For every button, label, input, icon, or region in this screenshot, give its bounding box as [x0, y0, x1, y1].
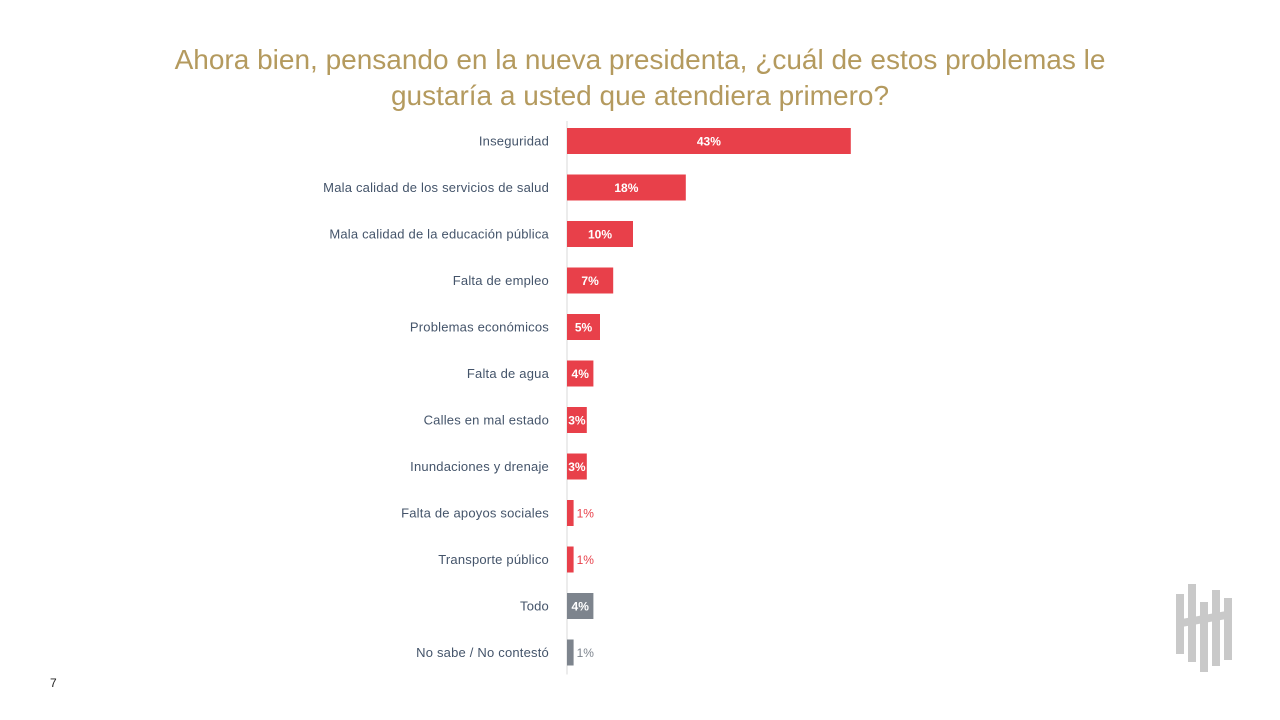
data-label: 3%	[568, 414, 586, 428]
data-label: 10%	[588, 228, 612, 242]
data-label: 7%	[581, 274, 599, 288]
bar	[567, 453, 587, 480]
bar	[567, 314, 600, 340]
category-label: No sabe / No contestó	[416, 645, 549, 660]
chart-title: Ahora bien, pensando en la nueva preside…	[140, 42, 1140, 114]
data-label: 1%	[577, 646, 595, 660]
category-label: Inseguridad	[479, 134, 549, 149]
data-label: 18%	[614, 181, 638, 195]
category-label: Falta de agua	[467, 366, 550, 381]
bar	[567, 360, 594, 387]
bar	[567, 407, 587, 433]
category-label: Calles en mal estado	[424, 413, 549, 428]
bar	[567, 174, 686, 201]
category-label: Mala calidad de la educación pública	[329, 227, 549, 242]
data-label: 43%	[697, 135, 721, 149]
category-label: Transporte público	[438, 552, 549, 567]
category-label: Falta de apoyos sociales	[401, 506, 549, 521]
bar	[567, 500, 574, 526]
brand-logo-icon	[1172, 580, 1236, 679]
category-label: Mala calidad de los servicios de salud	[323, 180, 549, 195]
category-label: Inundaciones y drenaje	[410, 459, 549, 474]
category-label: Problemas económicos	[410, 320, 549, 335]
category-label: Falta de empleo	[453, 273, 549, 288]
bar	[567, 546, 574, 573]
chart-title-line-1: Ahora bien, pensando en la nueva preside…	[174, 44, 1106, 75]
data-label: 3%	[568, 460, 586, 474]
bar	[567, 221, 633, 247]
bar	[567, 267, 614, 294]
chart-title-line-2: gustaría a usted que atendiera primero?	[390, 80, 890, 111]
data-label: 4%	[572, 367, 590, 381]
data-label: 1%	[577, 507, 595, 521]
data-label: 5%	[575, 321, 593, 335]
data-label: 4%	[572, 600, 590, 614]
category-label: Todo	[520, 599, 549, 614]
bar	[567, 128, 851, 154]
bar	[567, 639, 574, 666]
bar	[567, 593, 594, 619]
page-number: 7	[50, 676, 57, 690]
data-label: 1%	[577, 553, 595, 567]
